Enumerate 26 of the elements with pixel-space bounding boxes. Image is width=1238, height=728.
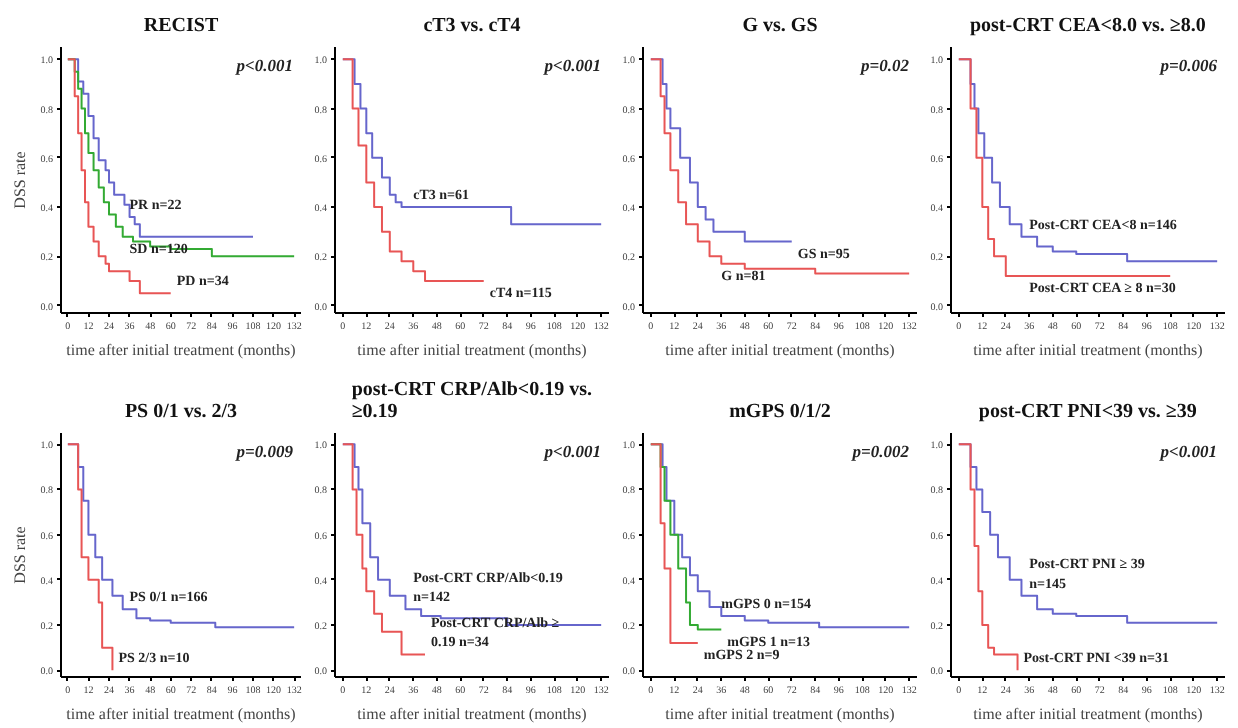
annotation: p<0.001 bbox=[1158, 441, 1217, 461]
x-axis-title: time after initial treatment (months) bbox=[665, 705, 896, 723]
chart-title: RECIST bbox=[143, 15, 219, 37]
x-axis-title: time after initial treatment (months) bbox=[357, 705, 588, 723]
x-axis-title: time after initial treatment (months) bbox=[357, 341, 588, 359]
chart-title: post-CRT CEA<8.0 vs. ≥8.0 bbox=[969, 15, 1206, 37]
x-axis-title: time after initial treatment (months) bbox=[66, 705, 297, 723]
chart-title: cT3 vs. cT4 bbox=[423, 15, 521, 37]
y-axis-title: DSS rate bbox=[10, 150, 29, 209]
x-axis-title: time after initial treatment (months) bbox=[973, 341, 1204, 359]
annotation: p<0.001 bbox=[542, 441, 601, 461]
chart-title: mGPS 0/1/2 bbox=[729, 401, 831, 423]
annotation: p=0.002 bbox=[850, 441, 911, 461]
chart-title: post-CRT CRP/Alb<0.19 vs. ≥0.19 bbox=[351, 379, 593, 423]
chart-title: PS 0/1 vs. 2/3 bbox=[124, 401, 238, 423]
chart-title: post-CRT PNI<39 vs. ≥39 bbox=[978, 401, 1197, 423]
annotation: p<0.001 bbox=[234, 55, 293, 75]
x-axis-title: time after initial treatment (months) bbox=[66, 341, 297, 359]
annotation: p=0.02 bbox=[859, 55, 911, 75]
x-axis-title: time after initial treatment (months) bbox=[973, 705, 1204, 723]
y-axis-title: DSS rate bbox=[10, 525, 29, 584]
chart-title: G vs. GS bbox=[742, 15, 819, 37]
annotation: p=0.006 bbox=[1158, 55, 1219, 75]
annotation: p<0.001 bbox=[542, 55, 601, 75]
annotation: p=0.009 bbox=[234, 441, 295, 461]
x-axis-title: time after initial treatment (months) bbox=[665, 341, 896, 359]
